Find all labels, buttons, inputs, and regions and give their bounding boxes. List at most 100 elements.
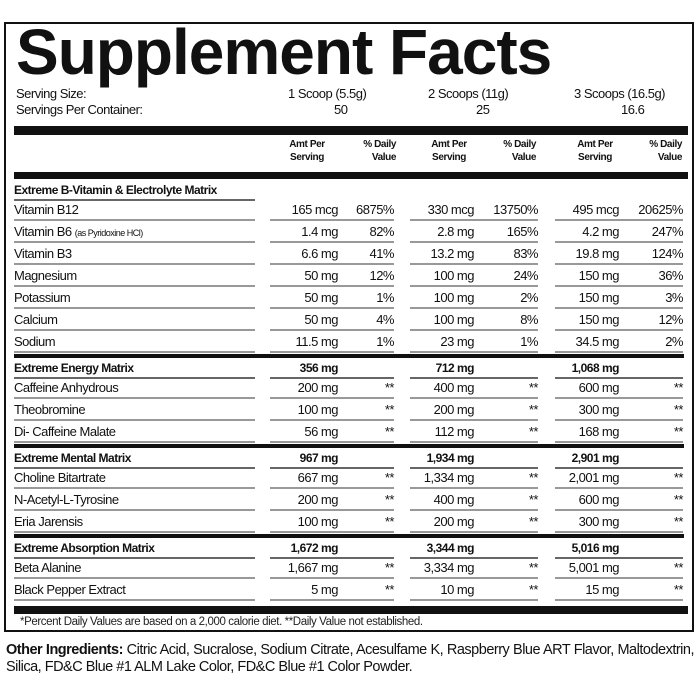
daily-value: ** [673,560,684,575]
section-total-cell: 1,068 mg [555,358,683,379]
nutrient-name: Black Pepper Extract [14,582,126,597]
nutrient-name-cell: Beta Alanine [14,558,255,579]
servings-per-container-row: Servings Per Container: 50 25 16.6 [16,102,686,118]
daily-value: 3% [665,290,683,305]
daily-value: 82% [369,224,394,239]
section-name: Extreme Mental Matrix [14,448,255,469]
daily-value: ** [384,380,395,395]
serving-cell: 10 mg ** [410,580,539,601]
amount-header-line1: Amt Per [431,139,467,150]
nutrient-row: N-Acetyl-L-Tyrosine 200 mg ** 400 mg ** 600 m… [6,490,692,512]
daily-value: 1% [376,334,394,349]
section-header-row: Extreme B-Vitamin & Electrolyte Matrix [6,180,692,201]
section-total: 3,344 mg [426,541,475,555]
servings-per-container-label: Servings Per Container: [16,102,143,117]
serving-cell: 200 mg ** [410,400,539,421]
daily-value: ** [528,492,539,507]
dv-header-line1: % Daily [363,139,396,150]
daily-value: ** [673,470,684,485]
serving-size-3: 3 Scoops (16.5g) [574,86,666,101]
dv-header: % Daily Value [632,138,682,164]
daily-value: 24% [513,268,538,283]
section-total-cell: 967 mg [270,448,394,469]
nutrient-name: Vitamin B12 [14,202,79,217]
amount-per-serving: 1,667 mg [287,560,339,575]
nutrient-name: N-Acetyl-L-Tyrosine [14,492,119,507]
nutrient-name: Theobromine [14,402,86,417]
daily-value: ** [528,582,539,597]
daily-value: ** [673,402,684,417]
amount-per-serving: 34.5 mg [575,334,620,349]
serving-cell: 2.8 mg 165% [410,222,539,243]
serving-cell: 600 mg ** [555,378,684,399]
amount-per-serving: 200 mg [433,514,475,529]
divider-bar [14,126,688,135]
section-total: 2,901 mg [571,451,620,465]
amount-per-serving: 667 mg [297,470,339,485]
nutrient-name: Calcium [14,312,58,327]
amount-per-serving: 495 mcg [572,202,620,217]
serving-cell: 400 mg ** [410,490,539,511]
serving-cell: 200 mg ** [270,378,395,399]
panel-title: Supplement Facts [16,16,552,88]
section-total-cell: 3,344 mg [410,538,538,559]
amount-per-serving: 50 mg [304,290,338,305]
dv-header: % Daily Value [486,138,536,164]
daily-value: 1% [520,334,538,349]
amount-per-serving: 165 mcg [291,202,339,217]
nutrient-row: Vitamin B3 6.6 mg 41% 13.2 mg 83% 19.8 mg 124% [6,244,692,266]
daily-value: 247% [651,224,684,239]
section-total: 5,016 mg [571,541,620,555]
serving-cell: 50 mg 1% [270,288,394,309]
serving-cell: 150 mg 36% [555,266,683,287]
amount-per-serving: 1,334 mg [423,470,475,485]
serving-cell: 2,001 mg ** [555,468,684,489]
amount-per-serving: 100 mg [433,290,475,305]
other-ingredients-label: Other Ingredients: [6,642,123,658]
nutrient-name: Beta Alanine [14,560,82,575]
servings-per-container-1: 50 [334,102,348,117]
dv-header-line2: Value [371,152,397,163]
section-divider [14,444,684,448]
amount-per-serving: 100 mg [297,514,339,529]
section-total-cell [270,180,394,199]
daily-value: 13750% [493,202,538,217]
dv-header-line2: Value [657,152,683,163]
nutrient-name-cell: Potassium [14,288,255,309]
daily-value: 12% [369,268,394,283]
section-total-cell: 1,934 mg [410,448,538,469]
section-total: 967 mg [299,451,339,465]
section-total-cell: 2,901 mg [555,448,683,469]
amount-header: Amt Per Serving [424,138,474,164]
daily-value: ** [384,402,395,417]
daily-value: ** [673,380,684,395]
divider-bar [14,606,688,614]
daily-value: 83% [513,246,538,261]
amount-per-serving: 150 mg [578,268,620,283]
amount-header-line1: Amt Per [577,139,613,150]
servings-per-container-2: 25 [476,102,490,117]
amount-per-serving: 200 mg [297,380,339,395]
daily-value: 4% [376,312,394,327]
section-total-cell: 356 mg [270,358,394,379]
footnote: *Percent Daily Values are based on a 2,0… [20,616,423,628]
serving-cell: 100 mg ** [270,400,395,421]
serving-cell: 200 mg ** [270,490,395,511]
amount-per-serving: 50 mg [304,312,338,327]
nutrient-name-cell: Magnesium [14,266,255,287]
daily-value: ** [384,582,395,597]
amount-per-serving: 600 mg [578,492,620,507]
daily-value: 8% [520,312,538,327]
section-total: 1,672 mg [290,541,339,555]
section-header-row: Extreme Mental Matrix 967 mg 1,934 mg 2,901… [6,448,692,469]
daily-value: 1% [376,290,394,305]
nutrient-name-cell: Di- Caffeine Malate [14,422,255,443]
daily-value: ** [528,402,539,417]
serving-size-label: Serving Size: [16,86,87,101]
nutrient-row: Theobromine 100 mg ** 200 mg ** 300 mg ** [6,400,692,422]
amount-per-serving: 400 mg [433,492,475,507]
daily-value: 165% [506,224,539,239]
amount-per-serving: 200 mg [297,492,339,507]
daily-value: 6875% [356,202,394,217]
daily-value: ** [528,560,539,575]
